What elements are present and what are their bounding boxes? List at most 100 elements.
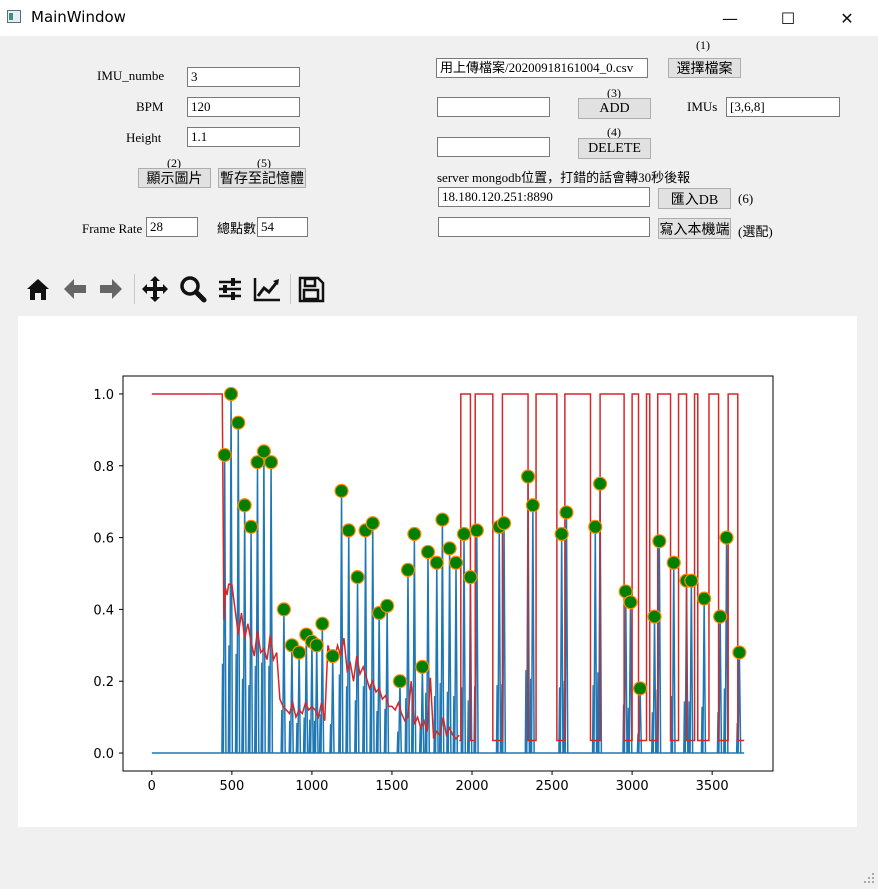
blue-series-minor-spike — [524, 670, 528, 754]
blue-series-minor-spike — [591, 685, 595, 754]
import-db-button[interactable]: 匯入DB — [658, 188, 731, 209]
peak-marker — [592, 476, 608, 491]
peak-marker — [684, 573, 699, 588]
local-path-input[interactable] — [438, 217, 650, 237]
peak-marker — [334, 483, 349, 499]
peak-marker — [719, 530, 734, 545]
bpm-label: BPM — [136, 99, 164, 114]
peak-marker — [315, 616, 330, 631]
delete-imu-input[interactable] — [437, 137, 550, 157]
frame-rate-label: Frame Rate — [82, 221, 143, 236]
title-bar — [0, 0, 878, 36]
peak-marker — [341, 523, 356, 538]
peak-marker — [623, 595, 638, 610]
peak-marker — [292, 645, 307, 660]
save-figure-icon[interactable] — [296, 274, 326, 304]
frame-rate-input[interactable]: 28 — [146, 217, 198, 237]
blue-series-minor-spike — [354, 700, 357, 754]
blue-series-minor-spike — [683, 701, 686, 754]
y-tick-label: 0.4 — [93, 603, 114, 618]
peak-marker — [633, 681, 648, 696]
blue-series-minor-spike — [362, 686, 365, 754]
show-image-number: (2) — [167, 156, 181, 170]
peak-marker — [697, 591, 712, 606]
blue-series-minor-spike — [723, 688, 726, 754]
imu-number-input[interactable]: 3 — [187, 67, 300, 87]
height-input[interactable]: 1.1 — [187, 127, 300, 147]
server-address-input[interactable]: 18.180.120.251:8890 — [438, 187, 650, 207]
add-button[interactable]: ADD — [578, 98, 651, 119]
x-tick-label: 2000 — [455, 779, 488, 794]
peak-marker — [554, 526, 569, 542]
peak-marker — [217, 447, 232, 463]
delete-button[interactable]: DELETE — [578, 138, 651, 159]
x-tick-label: 0 — [148, 779, 156, 794]
peak-marker — [647, 609, 662, 624]
blue-series-minor-spike — [404, 698, 407, 754]
configure-subplots-icon[interactable] — [215, 274, 245, 304]
blue-series-minor-spike — [260, 662, 263, 754]
blue-series-minor-spike — [446, 691, 449, 754]
write-local-button[interactable]: 寫入本機端 — [658, 218, 731, 239]
zoom-icon[interactable] — [178, 274, 208, 304]
delete-number: (4) — [607, 125, 621, 139]
blue-series-minor-spike — [418, 727, 422, 754]
close-button[interactable]: ✕ — [840, 8, 854, 28]
imus-input[interactable]: [3,6,8] — [726, 97, 840, 117]
blue-series-minor-spike — [227, 645, 231, 754]
edit-axis-icon[interactable] — [252, 274, 282, 304]
add-number: (3) — [607, 86, 621, 100]
blue-series-minor-spike — [318, 714, 322, 754]
blue-series-minor-spike — [280, 709, 283, 754]
blue-series-minor-spike — [329, 723, 332, 754]
peak-marker — [469, 523, 484, 538]
blue-series-minor-spike — [596, 672, 600, 754]
peak-marker — [263, 455, 279, 470]
blue-series-minor-spike — [700, 706, 704, 754]
peak-marker — [415, 659, 430, 674]
blue-series-minor-spike — [424, 692, 427, 754]
bpm-input[interactable]: 120 — [187, 97, 300, 117]
blue-series-minor-spike — [234, 653, 238, 754]
plot-canvas[interactable]: 0 500 1000 1500 2000 2500 3000 3500 0.0 0.2 0.4 0.6… — [18, 316, 857, 827]
blue-series-minor-spike — [247, 685, 251, 754]
peak-marker — [256, 444, 271, 459]
x-tick-label: 1500 — [375, 779, 408, 794]
peak-marker — [588, 519, 603, 534]
minimize-button[interactable]: — — [722, 8, 738, 28]
peak-marker — [243, 519, 259, 534]
blue-series-minor-spike — [254, 665, 257, 754]
x-tick-label: 1000 — [295, 779, 328, 794]
show-image-button[interactable]: 顯示圖片 — [138, 168, 211, 188]
line-chart: 0 500 1000 1500 2000 2500 3000 3500 0.0 0.2 0.4 0.6… — [93, 375, 774, 794]
blue-series-minor-spike — [495, 685, 499, 754]
peak-marker — [496, 516, 512, 531]
peak-marker — [407, 526, 422, 542]
maximize-button[interactable]: ☐ — [780, 8, 796, 28]
blue-series-minor-spike — [369, 684, 372, 754]
home-icon[interactable] — [23, 274, 53, 304]
peak-marker — [666, 555, 681, 570]
blue-series-minor-spike — [396, 731, 399, 754]
blue-series-minor-spike — [295, 722, 299, 754]
total-points-input[interactable]: 54 — [257, 217, 308, 237]
choose-file-button[interactable]: 選擇檔案 — [668, 58, 741, 78]
blue-series-minor-spike — [452, 695, 456, 754]
pan-move-icon[interactable] — [140, 274, 170, 304]
back-arrow-icon[interactable] — [60, 274, 90, 304]
peak-marker — [237, 498, 252, 513]
peak-marker — [520, 469, 536, 484]
file-path-input[interactable]: 用上傳檔案/20200918161004_0.csv — [436, 58, 648, 78]
peak-marker — [456, 526, 472, 542]
blue-series-minor-spike — [466, 700, 470, 754]
x-tick-label: 2500 — [536, 779, 569, 794]
x-tick-label: 3500 — [696, 779, 729, 794]
toolbar-separator — [134, 274, 135, 304]
forward-arrow-icon[interactable] — [96, 274, 126, 304]
y-tick-label: 0.2 — [93, 675, 114, 690]
resize-grip-icon[interactable] — [862, 871, 876, 885]
save-memory-button[interactable]: 暫存至記憶體 — [218, 168, 306, 188]
blue-series-minor-spike — [308, 719, 311, 754]
add-imu-input[interactable] — [437, 97, 550, 117]
write-local-note: (選配) — [738, 224, 773, 239]
